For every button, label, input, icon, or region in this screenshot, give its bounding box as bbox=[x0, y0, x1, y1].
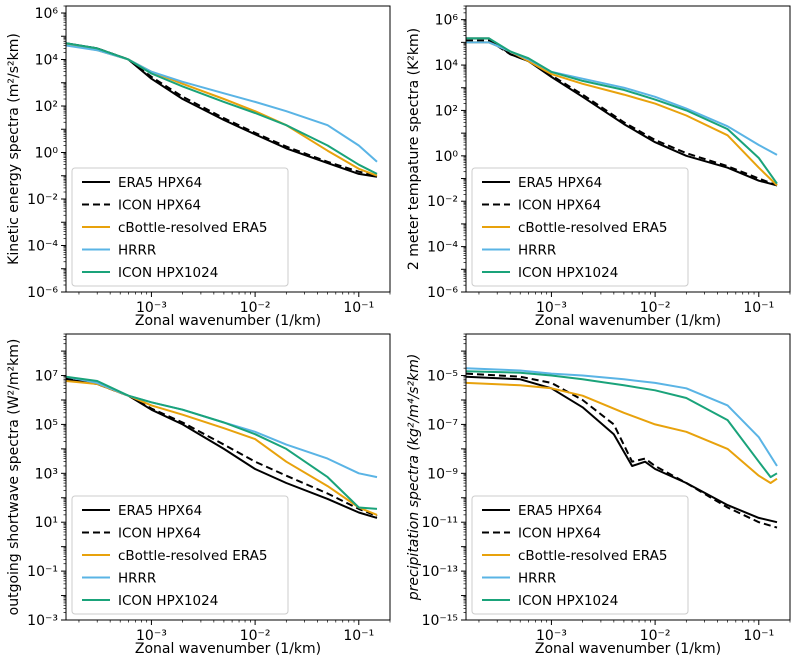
legend-label: ICON HPX1024 bbox=[118, 265, 218, 281]
y-axis-label: Kinetic energy spectra (m²/s²km) bbox=[6, 33, 22, 265]
axes-frame bbox=[65, 5, 391, 293]
x-tick-label: 10⁻³ bbox=[536, 628, 567, 644]
x-tick-label: 10⁻² bbox=[240, 628, 271, 644]
panel-2: 10⁻⁶ 10⁻⁴ 10⁻² 10⁰ 10² 10⁴ 10⁶ 10⁻³ 10⁻² 10⁻¹ Zona… bbox=[406, 5, 791, 329]
y-tick-label: 10⁻⁹ bbox=[427, 466, 458, 482]
series-group bbox=[66, 42, 378, 178]
legend-box bbox=[471, 167, 689, 287]
y-tick-label: 10⁻⁵ bbox=[427, 369, 458, 385]
legend-label: HRRR bbox=[518, 243, 556, 259]
legend-label: ICON HPX64 bbox=[118, 198, 201, 214]
y-axis-label: precipitation spectra (kg²/m⁴/s²km) bbox=[406, 354, 422, 602]
y-tick-label: 10⁻⁴ bbox=[27, 238, 58, 254]
series-line-icon64 bbox=[66, 377, 378, 517]
x-tick-label: 10⁻² bbox=[640, 628, 671, 644]
legend-label: ERA5 HPX64 bbox=[518, 503, 602, 519]
x-tick-label: 10⁻³ bbox=[136, 628, 167, 644]
y-tick-label: 10⁻¹⁵ bbox=[422, 613, 458, 629]
series-group bbox=[66, 375, 378, 519]
legend: ERA5 HPX64 ICON HPX64 cBottle-resolved ERA… bbox=[471, 167, 689, 287]
legend-label: cBottle-resolved ERA5 bbox=[518, 220, 667, 236]
legend-label: ICON HPX64 bbox=[518, 198, 601, 214]
y-tick-label: 10³ bbox=[35, 466, 58, 482]
y-tick-label: 10⁻² bbox=[427, 194, 458, 210]
y-tick-label: 10² bbox=[435, 103, 458, 119]
legend-box bbox=[471, 495, 689, 615]
y-tick-label: 10⁻² bbox=[27, 192, 58, 208]
x-axis-label: Zonal wavenumber (1/km) bbox=[535, 313, 721, 329]
legend-box bbox=[71, 167, 289, 287]
legend-label: ICON HPX1024 bbox=[118, 593, 218, 609]
legend-label: ERA5 HPX64 bbox=[518, 175, 602, 191]
legend-label: HRRR bbox=[518, 571, 556, 587]
y-tick-label: 10⁻⁶ bbox=[427, 285, 458, 301]
legend-label: ERA5 HPX64 bbox=[118, 175, 202, 191]
legend-label: HRRR bbox=[118, 571, 156, 587]
x-axis-label: Zonal wavenumber (1/km) bbox=[535, 641, 721, 657]
y-tick-label: 10⁰ bbox=[35, 145, 59, 161]
x-tick-label: 10⁻³ bbox=[136, 300, 167, 316]
x-axis-label: Zonal wavenumber (1/km) bbox=[135, 313, 321, 329]
legend-box bbox=[71, 495, 289, 615]
x-tick-label: 10⁻¹ bbox=[743, 628, 774, 644]
y-tick-label: 10¹ bbox=[35, 515, 58, 531]
legend-label: ERA5 HPX64 bbox=[118, 503, 202, 519]
y-axis-label: 2 meter tempature spectra (K²km) bbox=[406, 28, 422, 270]
legend-label: ICON HPX64 bbox=[118, 526, 201, 542]
x-axis-label: Zonal wavenumber (1/km) bbox=[135, 641, 321, 657]
x-tick-label: 10⁻² bbox=[240, 300, 271, 316]
legend: ERA5 HPX64 ICON HPX64 cBottle-resolved ERA… bbox=[71, 167, 289, 287]
y-tick-label: 10⁻⁴ bbox=[427, 240, 458, 256]
panel-4: 10⁻¹⁵ 10⁻¹³ 10⁻¹¹ 10⁻⁹ 10⁻⁷ 10⁻⁵ 10⁻³ 10⁻² 10⁻¹ Z… bbox=[406, 333, 791, 657]
x-tick-label: 10⁻³ bbox=[536, 300, 567, 316]
legend-label: HRRR bbox=[118, 243, 156, 259]
legend-label: cBottle-resolved ERA5 bbox=[118, 548, 267, 564]
series-line-icon1024 bbox=[466, 37, 778, 185]
legend-label: ICON HPX1024 bbox=[518, 593, 618, 609]
y-tick-label: 10⁻³ bbox=[27, 613, 58, 629]
panel-3: 10⁻³ 10⁻¹ 10¹ 10³ 10⁵ 10⁷ 10⁻³ 10⁻² 10⁻¹ Zonal wa… bbox=[6, 333, 391, 657]
series-line-icon1024 bbox=[66, 375, 378, 510]
series-line-era5 bbox=[466, 37, 778, 187]
y-axis-label: outgoing shortwave spectra (W²/m²km) bbox=[6, 339, 22, 616]
x-tick-label: 10⁻¹ bbox=[343, 300, 374, 316]
series-line-hrrr bbox=[66, 44, 378, 163]
y-tick-label: 10⁵ bbox=[35, 417, 58, 433]
series-group bbox=[466, 367, 778, 529]
y-tick-label: 10⁻¹¹ bbox=[422, 515, 458, 531]
y-tick-label: 10⁷ bbox=[35, 369, 58, 385]
y-tick-label: 10⁴ bbox=[435, 58, 459, 74]
series-line-cbottle bbox=[66, 43, 378, 177]
panel-1: 10⁻⁶ 10⁻⁴ 10⁻² 10⁰ 10² 10⁴ 10⁶ 10⁻³ 10⁻² 10⁻¹ Zona… bbox=[6, 5, 391, 329]
series-line-cbottle bbox=[466, 41, 778, 187]
series-line-icon1024 bbox=[66, 42, 378, 175]
series-group bbox=[466, 37, 778, 187]
legend: ERA5 HPX64 ICON HPX64 cBottle-resolved ERA… bbox=[71, 495, 289, 615]
legend-label: ICON HPX1024 bbox=[518, 265, 618, 281]
y-tick-label: 10² bbox=[35, 99, 58, 115]
series-line-hrrr bbox=[466, 367, 778, 467]
series-line-icon64 bbox=[466, 372, 778, 529]
y-tick-label: 10⁻⁶ bbox=[27, 285, 58, 301]
y-tick-label: 10⁻¹³ bbox=[422, 564, 458, 580]
legend-label: cBottle-resolved ERA5 bbox=[118, 220, 267, 236]
y-tick-label: 10⁻⁷ bbox=[427, 417, 458, 433]
y-tick-label: 10⁶ bbox=[435, 13, 459, 29]
legend-label: cBottle-resolved ERA5 bbox=[518, 548, 667, 564]
series-line-icon1024 bbox=[466, 370, 778, 479]
x-tick-label: 10⁻² bbox=[640, 300, 671, 316]
x-tick-label: 10⁻¹ bbox=[743, 300, 774, 316]
legend-label: ICON HPX64 bbox=[518, 526, 601, 542]
series-line-icon64 bbox=[66, 42, 378, 177]
y-tick-label: 10⁶ bbox=[35, 6, 59, 22]
legend: ERA5 HPX64 ICON HPX64 cBottle-resolved ERA… bbox=[471, 495, 689, 615]
y-tick-label: 10⁻¹ bbox=[27, 564, 58, 580]
series-line-cbottle bbox=[466, 381, 778, 484]
x-tick-label: 10⁻¹ bbox=[343, 628, 374, 644]
series-line-icon64 bbox=[466, 39, 778, 187]
y-tick-label: 10⁴ bbox=[35, 52, 59, 68]
series-line-era5 bbox=[66, 42, 378, 178]
y-tick-label: 10⁰ bbox=[435, 149, 459, 165]
